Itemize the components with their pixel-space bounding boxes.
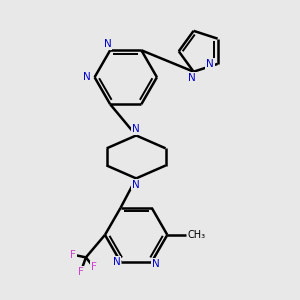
Text: N: N [132,180,140,190]
Text: CH₃: CH₃ [188,230,206,240]
Text: N: N [152,259,160,269]
Text: N: N [103,39,111,49]
Text: F: F [70,250,76,260]
Text: N: N [132,124,140,134]
Text: N: N [112,257,120,267]
Text: N: N [206,59,214,69]
Text: N: N [188,73,196,83]
Text: F: F [78,267,84,277]
Text: N: N [83,72,91,82]
Text: F: F [91,262,97,272]
